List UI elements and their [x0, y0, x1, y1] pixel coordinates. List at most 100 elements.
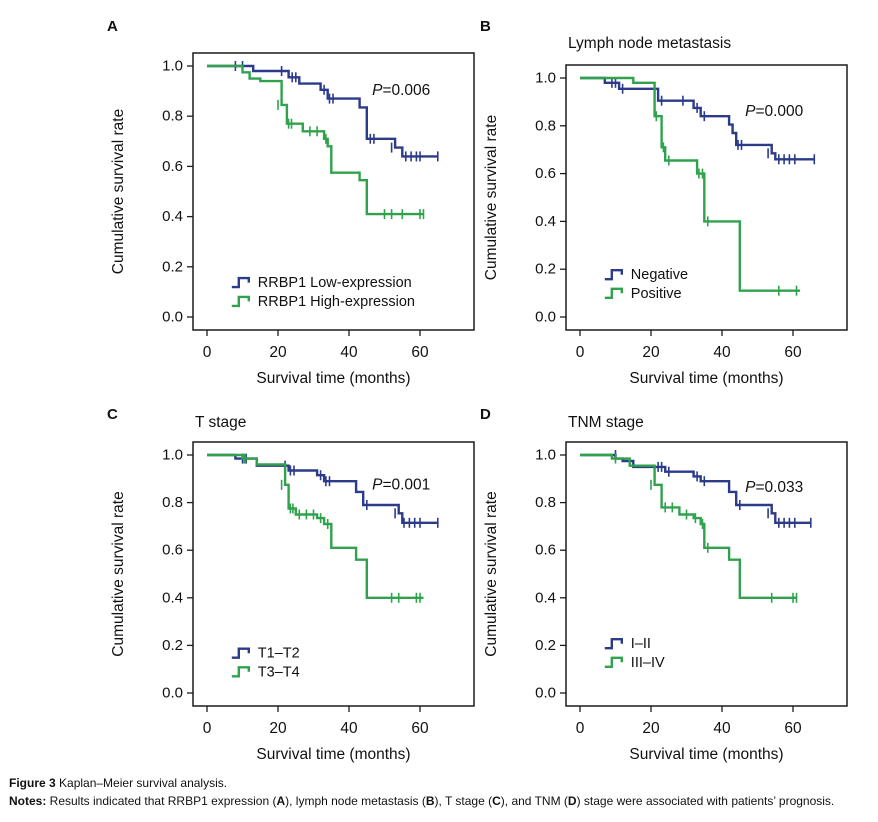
censor-marks-blue [614, 450, 812, 528]
svg-text:0.0: 0.0 [162, 309, 183, 326]
panel-b: 0.0 0.2 0.4 0.6 0.8 1.0 0 20 40 60 Survival time (… [468, 10, 868, 392]
legend-item: T3–T4 [231, 664, 300, 680]
legend-label: T3–T4 [258, 664, 300, 680]
svg-text:1.0: 1.0 [162, 447, 183, 464]
censor-marks-green [243, 453, 421, 603]
legend-item: Positive [604, 286, 682, 302]
censor-marks-blue [611, 77, 816, 165]
panel-a: 0.0 0.2 0.4 0.6 0.8 1.0 0 20 40 60 Survival time (… [95, 10, 495, 392]
svg-text:20: 20 [269, 344, 287, 361]
survival-curve-green [580, 453, 797, 599]
censor-marks-blue [234, 61, 439, 162]
y-axis-ticks: 0.0 0.2 0.4 0.6 0.8 1.0 [535, 447, 566, 702]
panel-title-b: Lymph node metastasis [568, 35, 732, 52]
svg-text:0: 0 [576, 720, 585, 737]
p-value-label: P=0.033 [745, 479, 803, 496]
y-axis-label: Cumulative survival rate [110, 491, 127, 656]
svg-text:60: 60 [411, 720, 429, 737]
svg-text:20: 20 [642, 720, 660, 737]
legend-key-blue [231, 647, 250, 659]
legend-label: I–II [631, 636, 651, 652]
x-axis-ticks: 0 20 40 60 [576, 706, 802, 737]
svg-text:0.6: 0.6 [162, 542, 183, 559]
svg-text:60: 60 [411, 344, 429, 361]
svg-text:1.0: 1.0 [535, 447, 556, 464]
legend-key-blue [604, 269, 623, 281]
legend-key-green [604, 287, 623, 299]
figure-caption: Figure 3 Kaplan–Meier survival analysis. [9, 776, 228, 790]
panel-c: 0.0 0.2 0.4 0.6 0.8 1.0 0 20 40 60 Survival time (… [95, 398, 495, 780]
legend-item: III–IV [604, 655, 665, 671]
panel-title-c: T stage [195, 414, 247, 431]
panel-label-a: A [107, 18, 118, 35]
y-axis-label: Cumulative survival rate [483, 115, 500, 280]
panel-label-c: C [107, 406, 118, 423]
svg-text:0.4: 0.4 [535, 589, 556, 606]
legend-item: I–II [604, 636, 651, 652]
x-axis-ticks: 0 20 40 60 [576, 330, 802, 361]
svg-text:0.4: 0.4 [162, 208, 183, 225]
svg-text:0.8: 0.8 [162, 108, 183, 125]
plot-border [565, 441, 848, 707]
svg-text:0.8: 0.8 [535, 494, 556, 511]
y-axis-label: Cumulative survival rate [483, 491, 500, 656]
svg-text:40: 40 [713, 344, 731, 361]
p-value-label: P=0.001 [372, 477, 430, 494]
x-axis-label: Survival time (months) [629, 746, 783, 763]
svg-text:0.6: 0.6 [535, 165, 556, 182]
legend-item: T1–T2 [231, 646, 300, 662]
plot-border [192, 441, 475, 707]
survival-curve-blue [207, 64, 438, 158]
legend-label: III–IV [631, 655, 665, 671]
caption-block: Figure 3 Kaplan–Meier survival analysis.… [9, 776, 874, 812]
y-axis-ticks: 0.0 0.2 0.4 0.6 0.8 1.0 [162, 447, 193, 702]
svg-text:0: 0 [203, 344, 212, 361]
legend-label: RRBP1 Low-expression [258, 275, 412, 291]
svg-text:0.6: 0.6 [162, 158, 183, 175]
plot-border [192, 52, 475, 331]
survival-curve-green [207, 64, 424, 216]
x-axis-label: Survival time (months) [256, 370, 410, 387]
p-value-label: P=0.006 [372, 82, 430, 99]
censor-marks-green [277, 99, 425, 220]
legend-item: RRBP1 Low-expression [231, 275, 412, 291]
svg-text:1.0: 1.0 [162, 58, 183, 75]
figure-notes: Notes: Results indicated that RRBP1 expr… [9, 794, 835, 808]
survival-curve-green [580, 76, 801, 292]
svg-text:0.2: 0.2 [162, 258, 183, 275]
legend-label: T1–T2 [258, 646, 300, 662]
p-value-label: P=0.000 [745, 103, 804, 120]
legend-item: RRBP1 High-expression [231, 294, 415, 310]
legend-key-green [231, 666, 250, 678]
panel-label-b: B [480, 18, 491, 35]
x-axis-ticks: 0 20 40 60 [203, 706, 429, 737]
x-axis-label: Survival time (months) [629, 370, 783, 387]
legend-item: Negative [604, 267, 688, 283]
svg-text:0.4: 0.4 [162, 589, 183, 606]
censor-marks-green [655, 111, 798, 296]
legend-label: RRBP1 High-expression [258, 294, 415, 310]
x-axis-label: Survival time (months) [256, 746, 410, 763]
svg-text:0.6: 0.6 [535, 542, 556, 559]
plot-border [565, 64, 848, 331]
legend-key-green [604, 656, 623, 668]
svg-text:40: 40 [340, 720, 358, 737]
legend-label: Negative [631, 267, 688, 283]
svg-text:0.4: 0.4 [535, 213, 556, 230]
legend-label: Positive [631, 286, 682, 302]
svg-text:40: 40 [340, 344, 358, 361]
svg-text:0: 0 [203, 720, 212, 737]
censor-marks-blue [241, 453, 439, 528]
svg-text:0.2: 0.2 [535, 637, 556, 654]
panel-label-d: D [480, 406, 491, 423]
svg-text:0.8: 0.8 [162, 494, 183, 511]
svg-text:40: 40 [713, 720, 731, 737]
legend-key-green [231, 295, 250, 308]
panel-d: 0.0 0.2 0.4 0.6 0.8 1.0 0 20 40 60 Survival time (… [468, 398, 868, 780]
svg-text:0.2: 0.2 [162, 637, 183, 654]
